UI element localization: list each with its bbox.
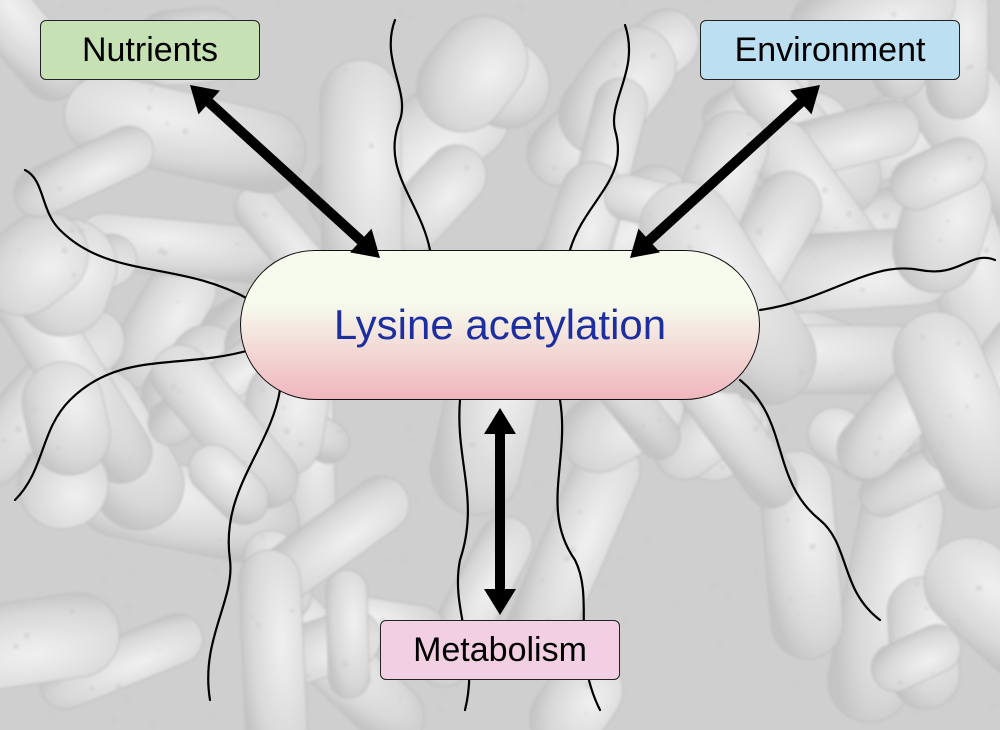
node-metabolism: Metabolism bbox=[380, 620, 620, 680]
node-nutrients: Nutrients bbox=[40, 20, 260, 80]
node-environment-label: Environment bbox=[735, 31, 926, 70]
node-environment: Environment bbox=[700, 20, 960, 80]
node-metabolism-label: Metabolism bbox=[413, 631, 587, 670]
node-nutrients-label: Nutrients bbox=[82, 31, 218, 70]
center-label-text: Lysine acetylation bbox=[334, 301, 666, 349]
center-node: Lysine acetylation bbox=[240, 250, 760, 400]
center-label: Lysine acetylation bbox=[240, 250, 760, 400]
diagram-layer: Lysine acetylation Nutrients Environment… bbox=[0, 0, 1000, 730]
